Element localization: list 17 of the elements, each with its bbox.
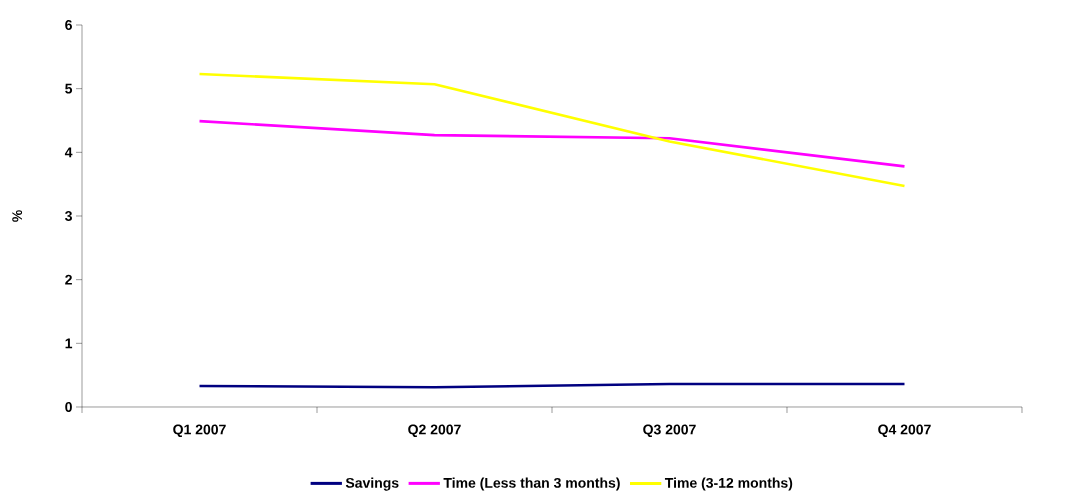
- y-tick-label: 4: [64, 147, 73, 158]
- legend-label: Time (3-12 months): [664, 477, 793, 491]
- line-series: [198, 119, 906, 168]
- x-tick-label: Q1 2007: [173, 424, 226, 438]
- y-tick-label: 0: [65, 402, 72, 412]
- legend-label: Savings: [345, 477, 399, 491]
- y-axis-title: %: [12, 210, 23, 222]
- x-tick-label: Q4 2007: [878, 424, 931, 438]
- y-tick-label: 5: [65, 83, 73, 94]
- y-tick-label: 2: [65, 274, 72, 285]
- line-series: [198, 72, 906, 188]
- legend-label: Time (Less than 3 months): [443, 477, 620, 491]
- x-tick-label: Q3 2007: [643, 424, 696, 438]
- y-tick-label: 1: [65, 338, 73, 349]
- y-tick-label: 3: [65, 211, 72, 221]
- y-tick-label: 6: [65, 20, 72, 30]
- x-tick-label: Q2 2007: [408, 424, 461, 438]
